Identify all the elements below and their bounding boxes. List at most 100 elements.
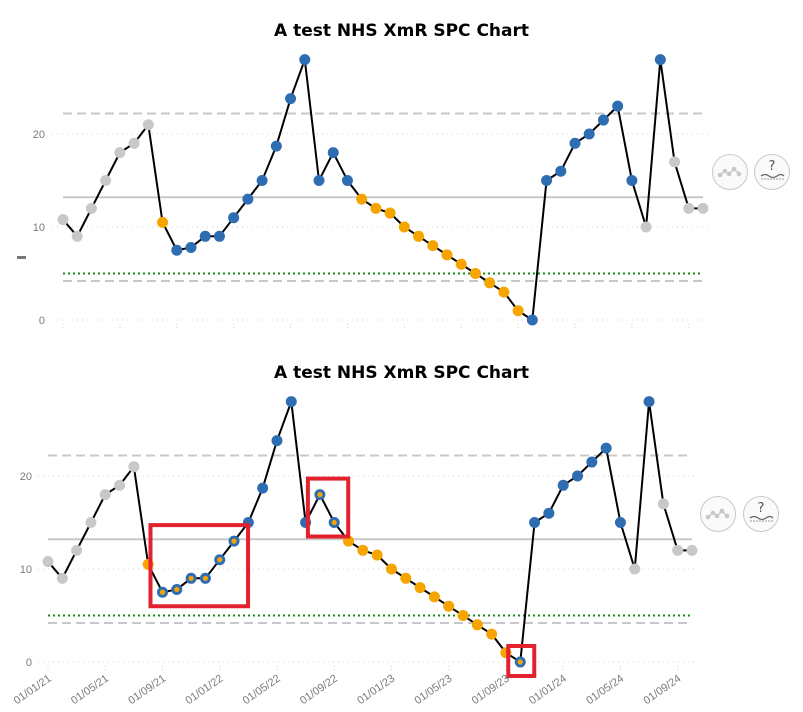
data-point [569,137,581,149]
data-point [171,244,183,256]
x-tick-label: 01/01/22 [183,673,225,707]
data-point [185,241,197,253]
data-point [626,175,638,186]
data-point [285,396,297,408]
variation-icon[interactable] [700,496,736,532]
data-point-inner [331,519,337,526]
data-point [128,461,140,473]
data-point-inner [202,575,209,581]
data-point [327,147,339,159]
data-point [529,517,541,528]
data-point [629,563,641,575]
data-point-inner [188,575,194,581]
y-tick-label: 20 [20,471,32,483]
data-point [600,442,612,454]
data-point [427,240,439,252]
data-point [683,202,695,214]
data-point-inner [517,659,523,665]
data-point [257,482,269,494]
data-point [526,314,538,326]
data-point [57,214,69,226]
y-tick-label: 10 [33,222,45,234]
data-point [114,479,126,491]
data-point [85,517,97,528]
x-tick-label: 01/05/21 [69,673,111,707]
data-point [384,207,396,219]
x-tick-label: 01/01/23 [355,673,397,707]
data-point [586,456,598,468]
data-point [299,54,311,66]
data-point [270,140,282,152]
data-point [543,507,555,519]
data-point [400,572,412,584]
data-point [213,230,225,242]
data-point [199,230,211,242]
data-point [686,544,698,556]
data-point [471,619,483,631]
data-point [555,165,567,177]
data-point [99,489,111,501]
variation-icon[interactable] [712,154,748,190]
data-point [457,610,469,621]
y-tick-label: 0 [39,315,45,327]
data-point [640,221,652,233]
data-point [572,470,584,482]
data-point [56,572,68,584]
spc-chart-top: A test NHS XmR SPC Chart 0 10 20 ? [0,0,803,342]
x-tick-label: 01/09/22 [298,673,340,707]
data-point [428,591,440,603]
data-point [413,230,425,242]
chart-title: A test NHS XmR SPC Chart [274,363,529,383]
data-point [469,268,481,279]
data-point [228,212,240,224]
plot-area: 0 10 20 [33,54,709,328]
data-point [654,54,666,66]
assurance-icon[interactable]: ? [743,496,779,532]
data-point [256,175,268,186]
data-point [285,93,297,105]
data-point [357,544,369,556]
data-point [414,582,426,594]
data-point [583,128,595,140]
data-point [597,114,609,126]
data-point [42,556,54,568]
data-point [341,175,353,186]
assurance-icon[interactable]: ? [754,154,790,190]
highlight-box [506,644,537,678]
slicer-handle[interactable] [17,256,26,259]
series-line [47,401,692,664]
y-tick-label: 20 [33,129,45,141]
data-point [443,600,455,612]
data-point [672,544,684,556]
data-point [271,435,283,447]
data-point [371,549,383,561]
data-point [455,258,467,270]
data-point [512,305,524,317]
data-point-inner [217,557,223,563]
data-point [71,230,83,242]
x-tick-label: 01/01/21 [12,673,54,707]
data-point-inner [174,586,180,593]
x-tick-label: 01/09/21 [126,673,168,707]
data-point [385,563,397,575]
data-point [669,156,681,168]
data-point [100,175,112,186]
data-point-inner [159,589,166,595]
data-point-inner [317,492,323,498]
svg-text:?: ? [769,159,776,174]
data-point [441,249,453,261]
data-point [697,202,709,214]
data-point [114,147,126,159]
data-point [498,286,510,298]
highlight-box [148,523,251,609]
data-point [643,396,655,408]
highlight-box [305,476,351,539]
y-tick-label: 10 [20,564,32,576]
svg-text:?: ? [758,501,765,516]
plot-area: 0 10 20 01/01/21 01/05/21 01/09/21 01/01/22 01/… [12,396,698,707]
data-point [71,544,83,556]
x-tick-label: 01/05/24 [584,673,626,707]
data-point [356,193,368,205]
data-point [157,216,169,228]
data-point [557,479,569,491]
